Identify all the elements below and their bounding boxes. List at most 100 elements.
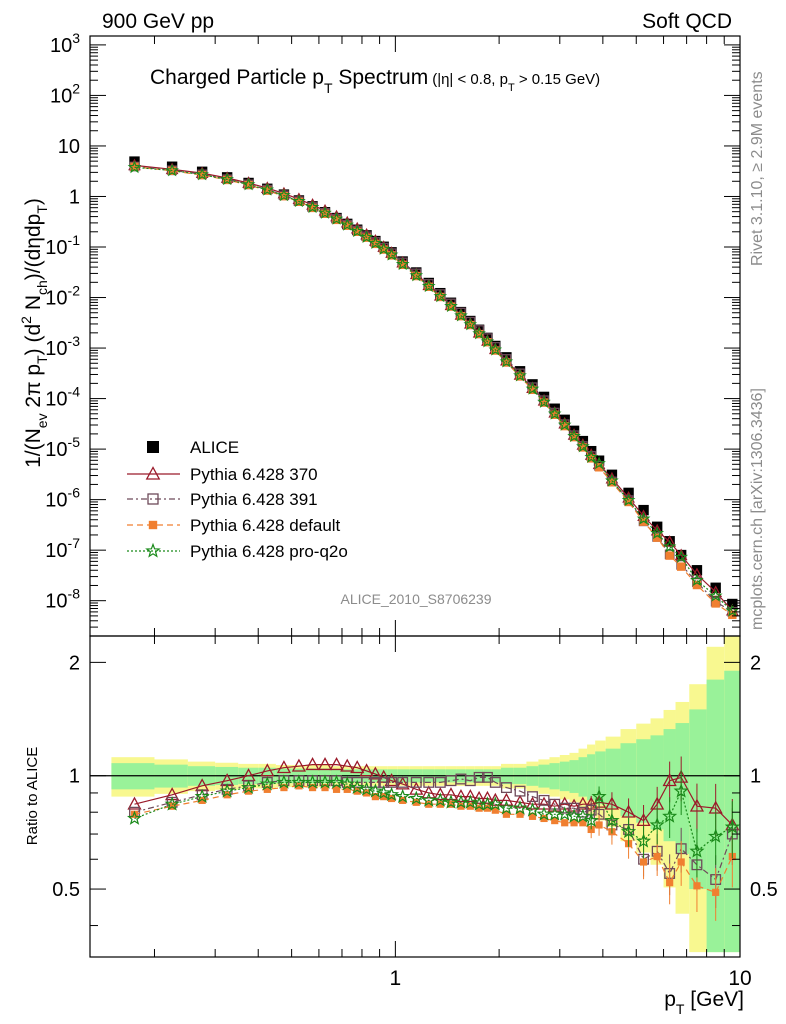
- data-point: [674, 549, 689, 563]
- data-point: [527, 791, 538, 803]
- y-tick-label: 10-1: [45, 232, 80, 259]
- data-point: [145, 542, 161, 558]
- data-point: [650, 526, 665, 540]
- data-point: [444, 299, 458, 313]
- data-point: [513, 368, 527, 382]
- data-point: [551, 816, 559, 825]
- data-point: [263, 785, 271, 793]
- data-point: [594, 463, 604, 472]
- data-point: [361, 776, 373, 788]
- ratio-tick-label-right: 0.5: [750, 879, 778, 901]
- y-tick-label: 103: [50, 30, 80, 57]
- data-point: [168, 802, 176, 810]
- data-point: [127, 796, 142, 810]
- ratio-plot-series: [127, 756, 740, 921]
- data-point: [673, 783, 689, 798]
- data-point: [376, 785, 392, 800]
- data-point: [725, 603, 740, 617]
- data-point: [463, 789, 478, 803]
- axis-ticks: 1 1010-810-710-610-510-410-310-210-111010…: [45, 30, 778, 990]
- data-point: [410, 776, 422, 788]
- data-point: [369, 776, 381, 788]
- data-point: [466, 802, 474, 810]
- data-point: [649, 817, 665, 832]
- data-point: [343, 785, 351, 793]
- data-point: [367, 783, 383, 798]
- ratio-line: [134, 781, 733, 853]
- data-point: [653, 852, 661, 861]
- data-point: [457, 802, 465, 810]
- data-point: [663, 535, 676, 547]
- data-point: [387, 794, 396, 803]
- data-point: [516, 810, 524, 818]
- data-point: [454, 308, 468, 322]
- data-point: [368, 766, 383, 780]
- data-point: [379, 245, 388, 254]
- data-point: [328, 774, 345, 789]
- x-tick-label: 1: [390, 967, 402, 990]
- data-point: [244, 180, 253, 190]
- data-point: [198, 796, 206, 804]
- legend-label: Pythia 6.428 pro-q2o: [190, 542, 348, 561]
- data-point: [547, 798, 562, 812]
- data-point: [349, 779, 365, 794]
- data-point: [621, 493, 636, 507]
- data-point: [568, 802, 580, 814]
- uncertainty-band-inner: [569, 760, 579, 793]
- uncertainty-band-inner: [595, 751, 606, 805]
- ratio-y-axis-label: Ratio to ALICE: [24, 747, 41, 845]
- data-point: [384, 247, 399, 261]
- ratio-series-3: [130, 782, 736, 921]
- data-point: [499, 354, 514, 368]
- data-point: [320, 209, 330, 219]
- legend-item: Pythia 6.428 391: [127, 490, 318, 509]
- uncertainty-band-inner: [559, 761, 570, 792]
- data-point: [446, 302, 456, 311]
- data-point: [304, 774, 321, 789]
- data-point: [677, 858, 685, 866]
- data-point: [130, 162, 139, 171]
- legend-label: Pythia 6.428 391: [190, 490, 318, 509]
- y-tick-label: 10-5: [45, 434, 80, 461]
- data-point: [148, 520, 158, 530]
- data-point: [359, 763, 374, 777]
- data-point: [475, 804, 483, 812]
- data-point: [220, 172, 234, 186]
- data-point: [665, 551, 674, 560]
- data-point: [359, 229, 374, 243]
- ratio-series-4: [127, 770, 740, 878]
- data-point: [708, 588, 723, 602]
- data-point: [409, 781, 424, 795]
- ratio-line: [134, 764, 733, 826]
- data-point: [321, 783, 329, 792]
- data-point: [340, 217, 355, 231]
- x-axis-label: pT [GeV]: [664, 988, 744, 1017]
- data-point: [557, 417, 572, 431]
- data-point: [443, 787, 459, 801]
- data-point: [692, 580, 702, 590]
- data-point: [514, 785, 526, 797]
- data-point: [317, 757, 333, 771]
- data-point: [433, 787, 448, 801]
- data-point: [537, 394, 551, 408]
- data-point: [295, 782, 303, 790]
- data-point: [525, 802, 540, 817]
- data-point: [488, 792, 503, 806]
- data-point: [528, 812, 537, 820]
- data-point: [547, 806, 563, 821]
- data-point: [332, 215, 341, 225]
- mcplots-label: mcplots.cern.ch [arXiv:1306.3436]: [749, 388, 766, 630]
- data-point: [259, 776, 275, 791]
- legend-label: Pythia 6.428 370: [190, 465, 318, 484]
- data-point: [690, 573, 704, 587]
- ratio-plot-frame: [89, 635, 741, 958]
- data-point: [567, 429, 581, 443]
- uncertainty-band-inner: [689, 709, 707, 890]
- data-point: [712, 888, 720, 896]
- data-point: [579, 819, 587, 827]
- legend-item: ALICE: [147, 438, 239, 457]
- data-point: [240, 779, 257, 794]
- y-axis-label: 1/(Nev 2π pT) (d2 Nch)/(dηdpT): [18, 198, 50, 468]
- data-point: [432, 792, 448, 807]
- data-point: [291, 774, 307, 789]
